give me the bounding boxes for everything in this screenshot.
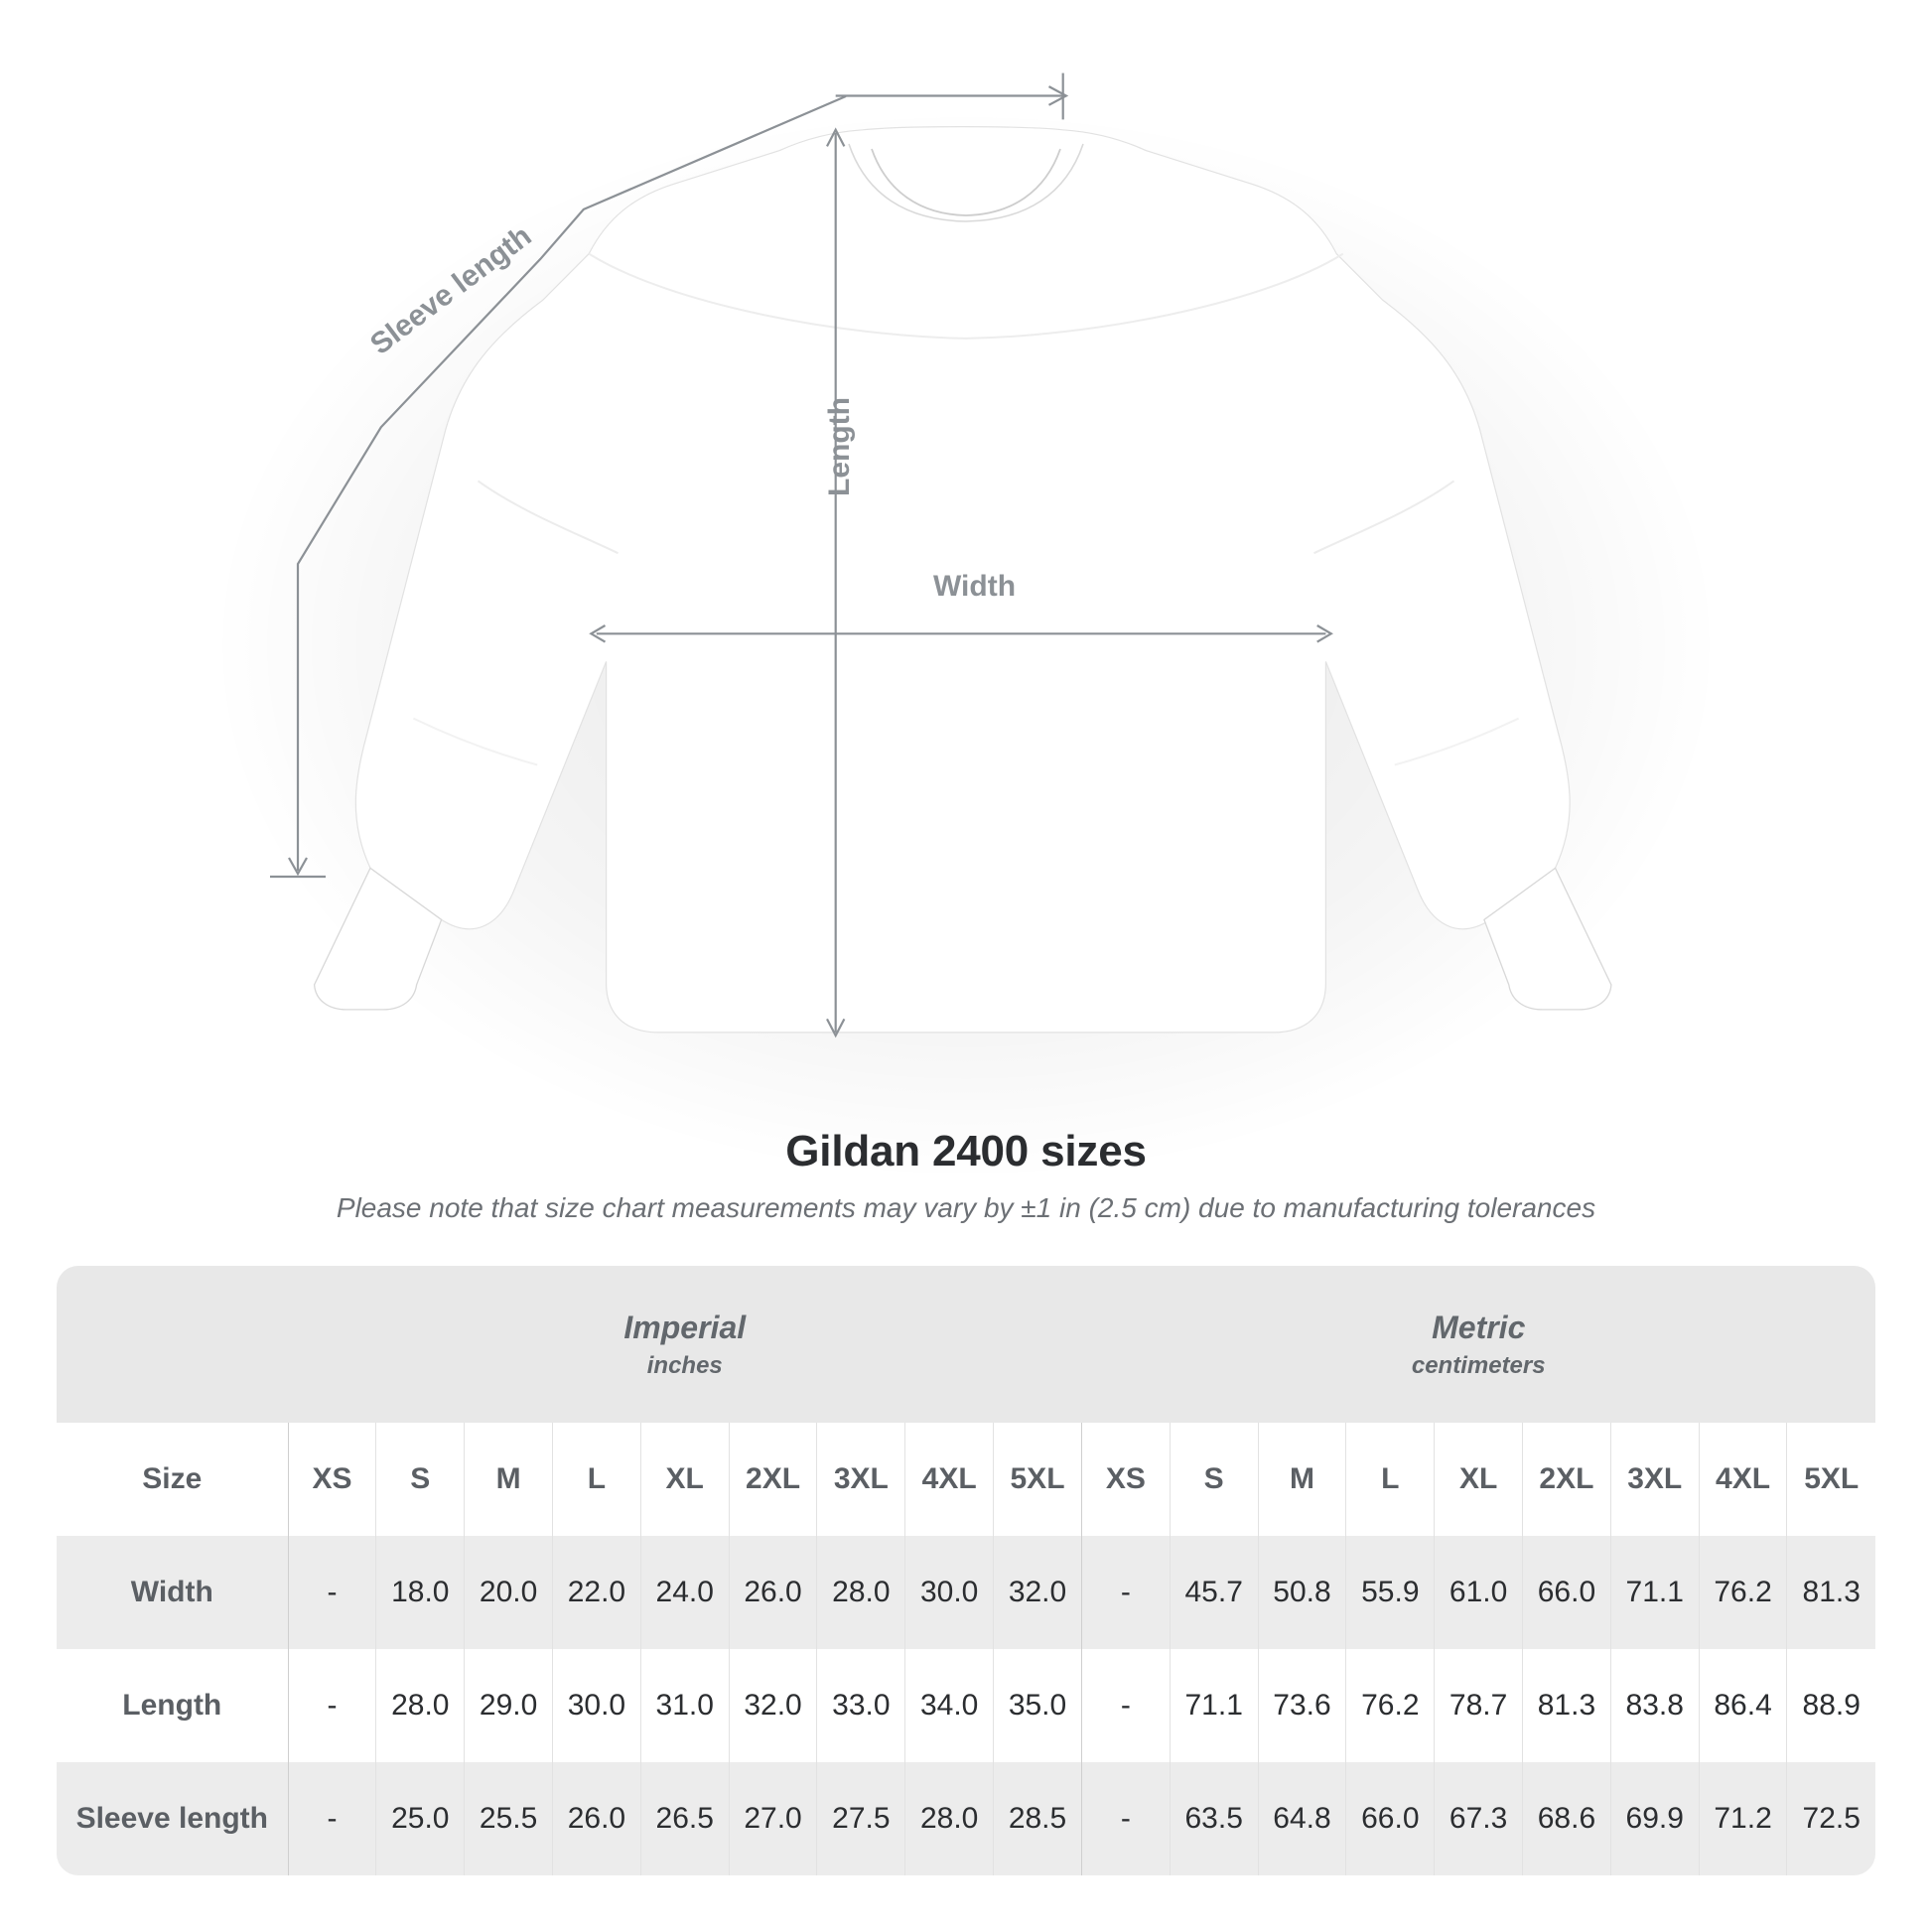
- svg-text:Length: Length: [823, 397, 856, 496]
- svg-text:Width: Width: [933, 570, 1016, 603]
